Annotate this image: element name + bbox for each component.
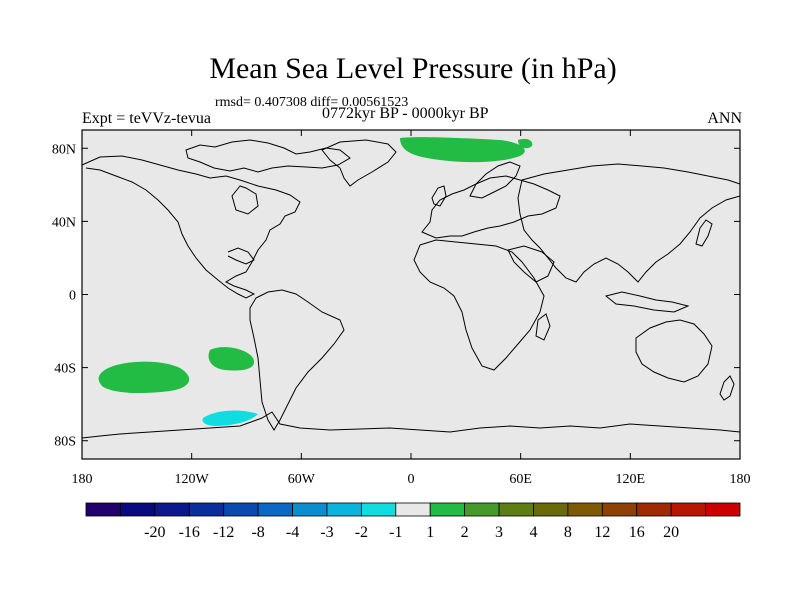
colorbar-swatch	[257, 502, 293, 517]
axis-ticks	[81, 130, 741, 459]
colorbar-swatch	[395, 502, 431, 517]
colorbar-label: 8	[564, 524, 572, 541]
colorbar-swatch	[636, 502, 672, 517]
axis-tick-labels: 180 120W 60W 0 60E 120E 180 80N 40N 0 40S 80S	[52, 142, 751, 487]
colorbar-label: -12	[213, 524, 234, 541]
coast-hudson-bay	[231, 185, 259, 215]
lon-tick-label: 120E	[616, 472, 646, 487]
coast-antarctica	[81, 411, 741, 439]
lat-tick-label: 80N	[52, 142, 76, 157]
colorbar-swatch	[705, 502, 741, 517]
colorbar-label: -8	[251, 524, 264, 541]
lat-tick-label: 0	[69, 289, 76, 304]
coast-north-america	[81, 155, 301, 299]
anomaly-svalbard-fleck	[518, 138, 533, 149]
colorbar-label: 1	[426, 524, 434, 541]
colorbar-label: 3	[495, 524, 503, 541]
season-label: ANN	[707, 110, 742, 127]
lon-tick-label: 120W	[175, 472, 210, 487]
period-label: 0772kyr BP - 0000kyr BP	[322, 105, 489, 122]
colorbar-swatch	[464, 502, 500, 517]
colorbar-label: -1	[389, 524, 402, 541]
colorbar-label: -3	[320, 524, 333, 541]
colorbar-swatch	[601, 502, 638, 517]
lon-tick-label: 60E	[509, 472, 532, 487]
coast-indonesia	[604, 291, 690, 313]
coast-scandinavia	[469, 161, 521, 199]
colorbar-swatch	[533, 502, 569, 517]
colorbar-swatch	[360, 502, 397, 517]
colorbar-swatch	[188, 502, 225, 517]
lat-tick-label: 80S	[54, 435, 76, 450]
coast-greenland	[321, 139, 397, 187]
coast-madagascar	[535, 313, 551, 341]
colorbar-label: -4	[286, 524, 299, 541]
colorbar-label: 2	[461, 524, 469, 541]
coast-british-isles	[431, 185, 447, 207]
lon-tick-label: 180	[730, 472, 751, 487]
lon-tick-label: 0	[408, 472, 415, 487]
anomaly-regions	[98, 137, 533, 426]
experiment-label: Expt = teVVz-tevua	[82, 110, 211, 127]
chart-title: Mean Sea Level Pressure (in hPa)	[209, 52, 617, 85]
colorbar-swatch	[326, 502, 362, 517]
coast-gulf-of-mexico	[227, 247, 255, 265]
colorbar-label: -20	[144, 524, 165, 541]
colorbar-label: -2	[355, 524, 368, 541]
lon-tick-label: 180	[72, 472, 93, 487]
colorbar-label: -16	[179, 524, 200, 541]
colorbar-swatch	[154, 502, 190, 517]
coast-australia	[635, 319, 713, 383]
colorbar-label: 12	[594, 524, 610, 541]
coast-japan	[695, 219, 713, 247]
anomaly-south-pacific	[208, 347, 255, 371]
coast-arctic-islands	[185, 139, 351, 173]
colorbar-swatch	[670, 502, 706, 517]
colorbar-swatch	[292, 502, 328, 517]
coast-asia	[517, 163, 741, 283]
coast-africa	[413, 239, 545, 371]
lat-tick-label: 40N	[52, 215, 76, 230]
coast-arabia	[507, 245, 555, 283]
map-background	[82, 130, 740, 459]
coast-south-america	[249, 289, 345, 431]
colorbar-label: 20	[663, 524, 679, 541]
anomaly-barents-kara	[400, 137, 525, 163]
colorbar-swatch	[498, 502, 534, 517]
colorbar-swatch	[429, 502, 466, 517]
colorbar-swatch	[120, 502, 156, 517]
anomaly-southeast-pacific	[98, 361, 190, 394]
colorbar-swatch	[567, 502, 603, 517]
anomaly-amundsen-sea	[202, 410, 258, 426]
colorbar-swatch	[85, 502, 121, 517]
coastlines	[81, 139, 741, 439]
colorbar	[85, 502, 741, 517]
colorbar-labels: -20 -16 -12 -8 -4 -3 -2 -1 1 2 3 4 8 12 16 20	[144, 524, 679, 541]
colorbar-swatch	[223, 502, 259, 517]
colorbar-label: 4	[529, 524, 537, 541]
lon-tick-label: 60W	[288, 472, 316, 487]
coast-europe	[421, 175, 561, 239]
colorbar-label: 16	[629, 524, 645, 541]
lat-tick-label: 40S	[54, 362, 76, 377]
stats-line: rmsd= 0.407308 diff= 0.00561523	[215, 95, 409, 110]
coast-new-zealand	[719, 375, 735, 401]
